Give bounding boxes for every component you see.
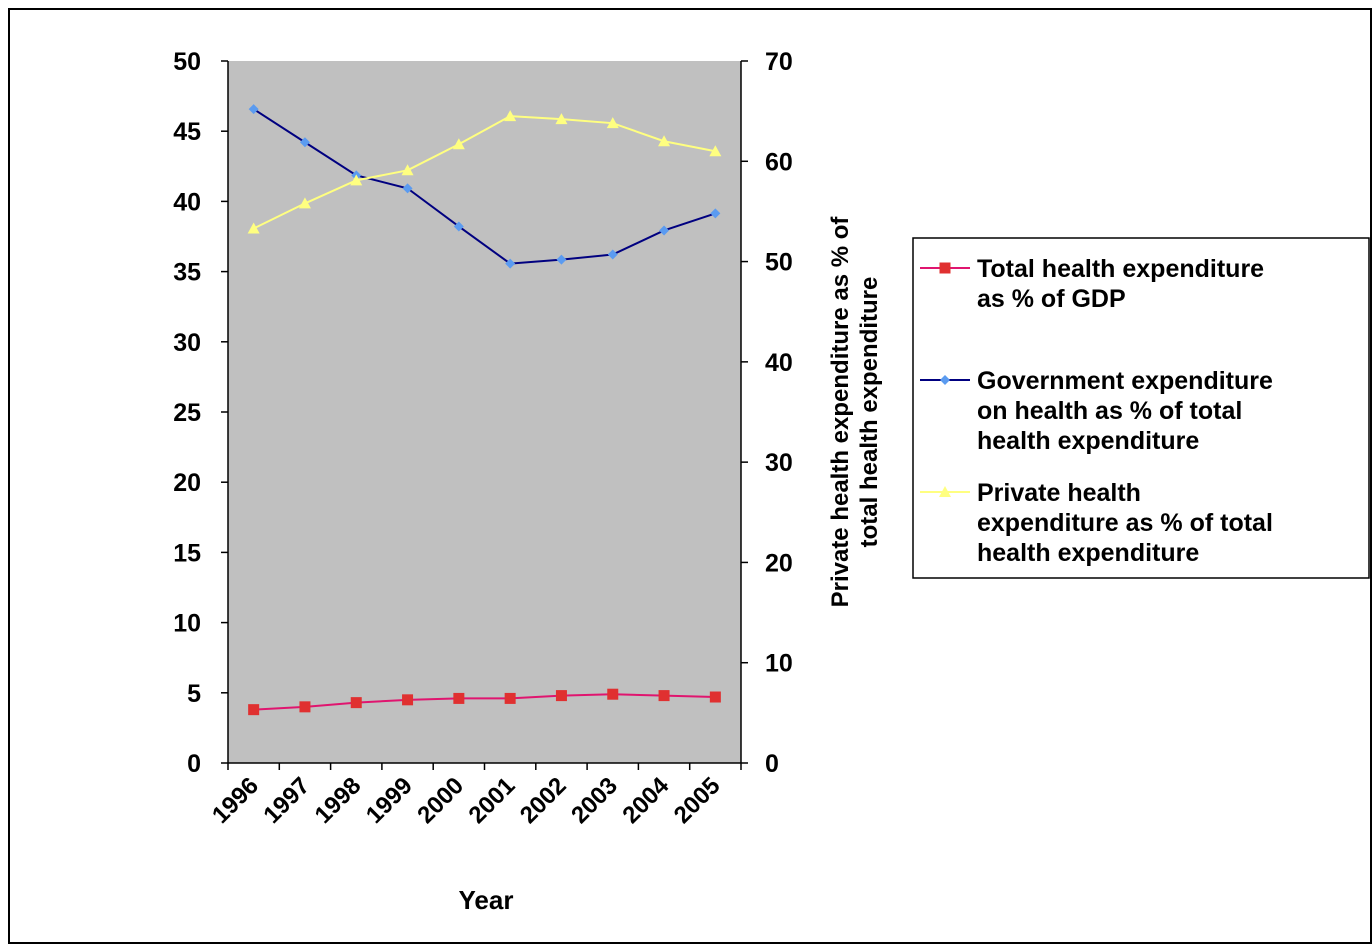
data-point [299, 701, 311, 713]
left-tick-label: 15 [173, 539, 201, 567]
series-line [253, 693, 716, 711]
legend-entry: Total health expenditure as % of GDP [920, 255, 1264, 313]
right-axis-title-line: Private health expenditure as % of [827, 216, 854, 608]
data-point [709, 145, 722, 157]
data-point [505, 258, 516, 269]
x-tick-label: 1998 [310, 772, 367, 829]
data-point [402, 694, 414, 706]
series-line [253, 108, 716, 265]
legend-entry: Private health expenditure as % of total h… [920, 479, 1273, 567]
data-point [607, 249, 618, 260]
right-tick-label: 30 [765, 449, 793, 477]
legend-label-line: as % of GDP [977, 285, 1126, 313]
right-tick-label: 40 [765, 349, 793, 377]
right-tick-label: 60 [765, 148, 793, 176]
data-point [658, 135, 671, 147]
chart-frame [8, 8, 1372, 944]
legend-label-line: health expenditure [977, 427, 1199, 455]
series-2 [248, 104, 721, 269]
data-point [248, 704, 260, 716]
right-tick-label: 0 [765, 750, 779, 778]
left-tick-label: 20 [173, 469, 201, 497]
left-tick-label: 10 [173, 610, 201, 638]
data-point [606, 117, 619, 129]
right-tick-label: 70 [765, 48, 793, 76]
series-layer [247, 104, 722, 716]
data-point [607, 688, 619, 700]
left-tick-label: 35 [173, 259, 201, 287]
data-point [555, 690, 567, 702]
x-tick-label: 1997 [258, 772, 315, 829]
left-tick-label: 50 [173, 48, 201, 76]
data-point [710, 208, 721, 219]
legend: Total health expenditure as % of GDP Gover… [912, 237, 1370, 579]
legend-label-line: health expenditure [977, 539, 1199, 567]
data-point [658, 690, 670, 702]
plot-area [228, 61, 741, 763]
right-tick-label: 50 [765, 249, 793, 277]
left-tick-label: 5 [187, 680, 201, 708]
data-point [940, 375, 950, 385]
data-point [350, 697, 362, 709]
left-tick-label: 0 [187, 750, 201, 778]
data-point [402, 183, 413, 194]
left-tick-label: 25 [173, 399, 201, 427]
legend-box [912, 237, 1370, 579]
legend-label-line: Total health expenditure [977, 255, 1264, 283]
left-tick-label: 45 [173, 118, 201, 146]
x-axis-title: Year [459, 885, 514, 915]
x-tick-label: 2004 [617, 772, 674, 829]
data-point [659, 225, 670, 236]
x-tick-label: 2002 [515, 772, 572, 829]
data-point [299, 137, 310, 148]
legend-label-line: Private health [977, 479, 1141, 507]
series-3 [247, 110, 722, 234]
right-axis-title-text: Private health expenditure as % oftotal … [827, 216, 883, 608]
data-point [939, 262, 951, 274]
legend-entry: Government expenditure on health as % of … [920, 367, 1273, 455]
left-tick-label: 40 [173, 188, 201, 216]
right-axis-title-line: total health expenditure [856, 277, 883, 548]
data-point [452, 138, 465, 150]
data-point [247, 222, 260, 234]
data-point [556, 254, 567, 265]
data-point [401, 164, 414, 176]
left-tick-label: 30 [173, 329, 201, 357]
legend-label: Private health expenditure as % of total h… [977, 479, 1273, 567]
series-1 [248, 688, 721, 716]
legend-label: Total health expenditure as % of GDP [977, 255, 1264, 313]
data-point [453, 221, 464, 232]
legend-label-line: expenditure as % of total [977, 509, 1273, 537]
legend-label-line: on health as % of total [977, 397, 1242, 425]
data-point [939, 486, 951, 497]
x-tick-label: 2005 [669, 772, 726, 829]
right-tick-label: 20 [765, 549, 793, 577]
right-axis-title: Private health expenditure as % oftotal … [827, 216, 883, 608]
data-point [555, 113, 568, 125]
x-tick-label: 1996 [207, 772, 264, 829]
data-point [350, 174, 363, 186]
data-point [248, 104, 259, 115]
legend-label: Government expenditure on health as % of … [977, 367, 1273, 455]
right-tick-label: 10 [765, 650, 793, 678]
data-point [298, 197, 311, 209]
data-point [504, 692, 516, 704]
x-tick-label: 2001 [464, 772, 521, 829]
x-tick-label: 1999 [361, 772, 418, 829]
legend-label-line: Government expenditure [977, 367, 1273, 395]
data-point [453, 692, 465, 704]
data-point [709, 691, 721, 703]
x-tick-label: 2000 [412, 772, 469, 829]
series-line [253, 115, 716, 230]
x-tick-label: 2003 [566, 772, 623, 829]
data-point [504, 110, 517, 122]
